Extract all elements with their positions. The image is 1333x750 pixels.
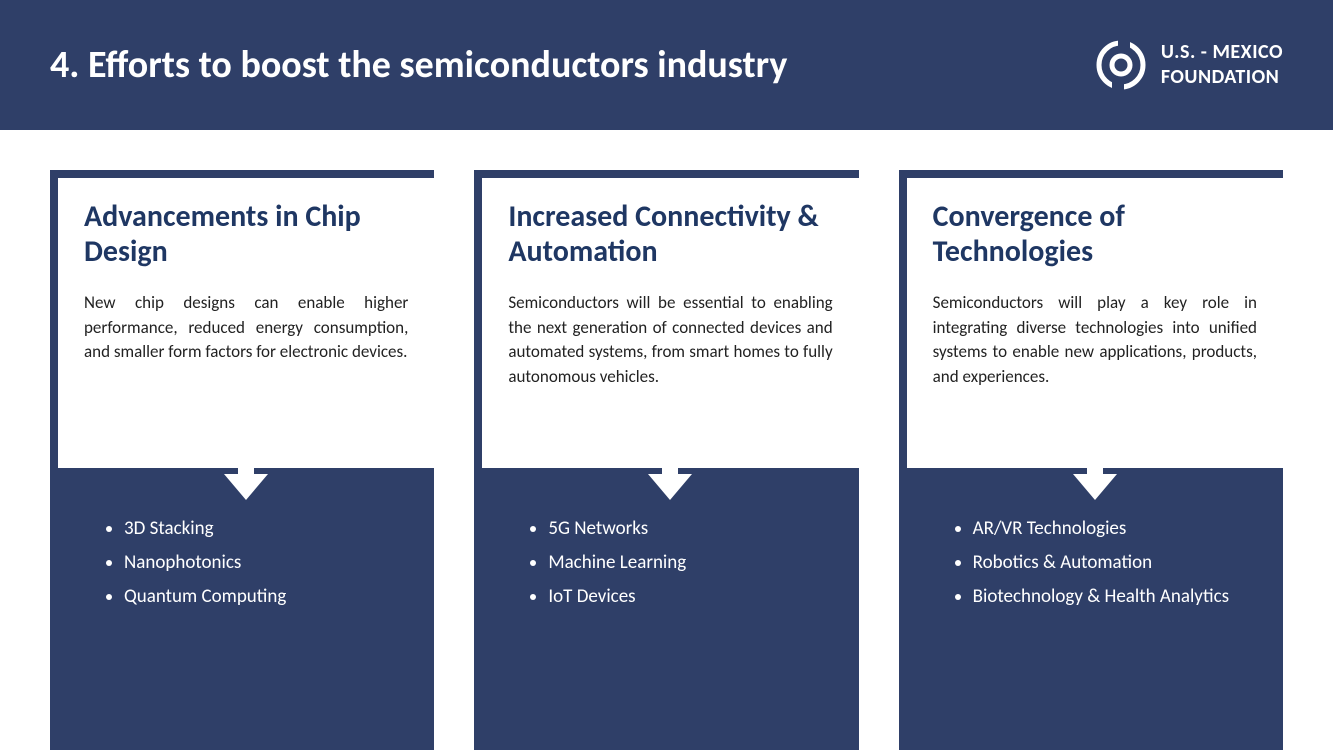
list-item: 5G Networks	[548, 512, 832, 546]
list-item: IoT Devices	[548, 580, 832, 614]
list-item: Nanophotonics	[124, 546, 408, 580]
slide-title: 4. Efforts to boost the semiconductors i…	[50, 42, 787, 88]
list-item: 3D Stacking	[124, 512, 408, 546]
list-item: AR/VR Technologies	[973, 512, 1257, 546]
card-title: Convergence of Technologies	[933, 200, 1257, 269]
bullet-list: 3D Stacking Nanophotonics Quantum Comput…	[84, 512, 408, 615]
card-description: New chip designs can enable higher perfo…	[84, 291, 408, 365]
bullet-list: AR/VR Technologies Robotics & Automation…	[933, 512, 1257, 615]
slide-header: 4. Efforts to boost the semiconductors i…	[0, 0, 1333, 130]
card-top: Convergence of Technologies Semiconducto…	[907, 178, 1283, 468]
logo-line-1: U.S. - MEXICO	[1161, 40, 1283, 65]
logo-text: U.S. - MEXICO FOUNDATION	[1161, 40, 1283, 90]
card-bottom: 5G Networks Machine Learning IoT Devices	[482, 468, 858, 750]
list-item: Quantum Computing	[124, 580, 408, 614]
card-description: Semiconductors will be essential to enab…	[508, 291, 832, 390]
card-chip-design: Advancements in Chip Design New chip des…	[50, 170, 434, 750]
card-bottom: 3D Stacking Nanophotonics Quantum Comput…	[58, 468, 434, 750]
foundation-logo-icon	[1095, 39, 1147, 91]
card-description: Semiconductors will play a key role in i…	[933, 291, 1257, 390]
content-row: Advancements in Chip Design New chip des…	[0, 130, 1333, 750]
logo-block: U.S. - MEXICO FOUNDATION	[1095, 39, 1283, 91]
bullet-list: 5G Networks Machine Learning IoT Devices	[508, 512, 832, 615]
card-top: Increased Connectivity & Automation Semi…	[482, 178, 858, 468]
down-arrow-icon	[1073, 444, 1117, 504]
card-convergence: Convergence of Technologies Semiconducto…	[899, 170, 1283, 750]
list-item: Machine Learning	[548, 546, 832, 580]
list-item: Robotics & Automation	[973, 546, 1257, 580]
card-connectivity: Increased Connectivity & Automation Semi…	[474, 170, 858, 750]
card-bottom: AR/VR Technologies Robotics & Automation…	[907, 468, 1283, 750]
card-title: Advancements in Chip Design	[84, 200, 408, 269]
down-arrow-icon	[648, 444, 692, 504]
list-item: Biotechnology & Health Analytics	[973, 580, 1257, 614]
card-top: Advancements in Chip Design New chip des…	[58, 178, 434, 468]
logo-line-2: FOUNDATION	[1161, 65, 1283, 90]
card-title: Increased Connectivity & Automation	[508, 200, 832, 269]
down-arrow-icon	[224, 444, 268, 504]
